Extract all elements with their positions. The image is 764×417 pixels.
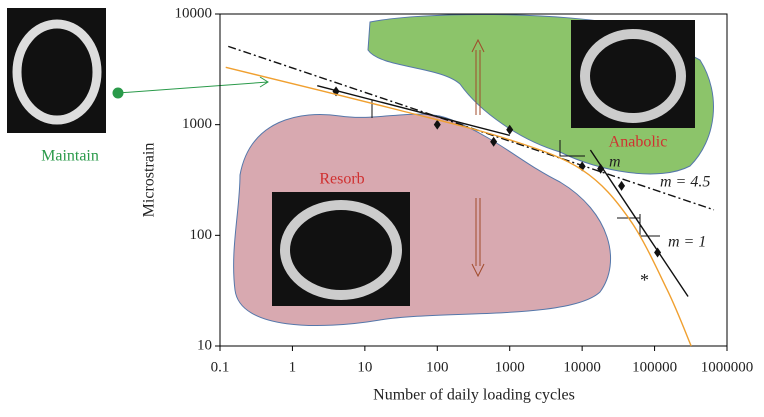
annotation: * [640, 270, 649, 290]
bone-image [7, 8, 106, 133]
x-tick-label: 1000 [495, 359, 525, 375]
bone-image [272, 192, 410, 306]
x-tick-label: 10 [357, 359, 372, 375]
x-tick-label: 10000 [563, 359, 601, 375]
x-tick-label: 0.1 [211, 359, 230, 375]
y-tick-label: 1000 [182, 116, 212, 132]
y-tick-label: 100 [190, 227, 213, 243]
annotation: m = 4.5 [660, 174, 710, 191]
x-tick-label: 100000 [632, 359, 677, 375]
data-point [654, 247, 661, 257]
x-tick-label: 100 [426, 359, 449, 375]
annotation: Maintain [41, 148, 99, 165]
annotation: Resorb [319, 171, 364, 188]
data-point [618, 181, 625, 191]
y-tick-label: 10000 [175, 5, 213, 21]
y-tick-label: 10 [197, 337, 212, 353]
link-arrow [113, 77, 268, 98]
y-axis-label: Microstrain [141, 143, 158, 218]
x-tick-label: 1 [289, 359, 297, 375]
annotation: m [609, 154, 621, 171]
x-axis-label: Number of daily loading cycles [373, 387, 575, 404]
bone-image [571, 20, 695, 128]
chart: Maintain Resorb Anabolic m = 4.5 m = 1 m… [0, 0, 764, 412]
annotation: m = 1 [668, 234, 706, 251]
annotation: Anabolic [609, 134, 668, 151]
x-tick-label: 1000000 [701, 359, 754, 375]
